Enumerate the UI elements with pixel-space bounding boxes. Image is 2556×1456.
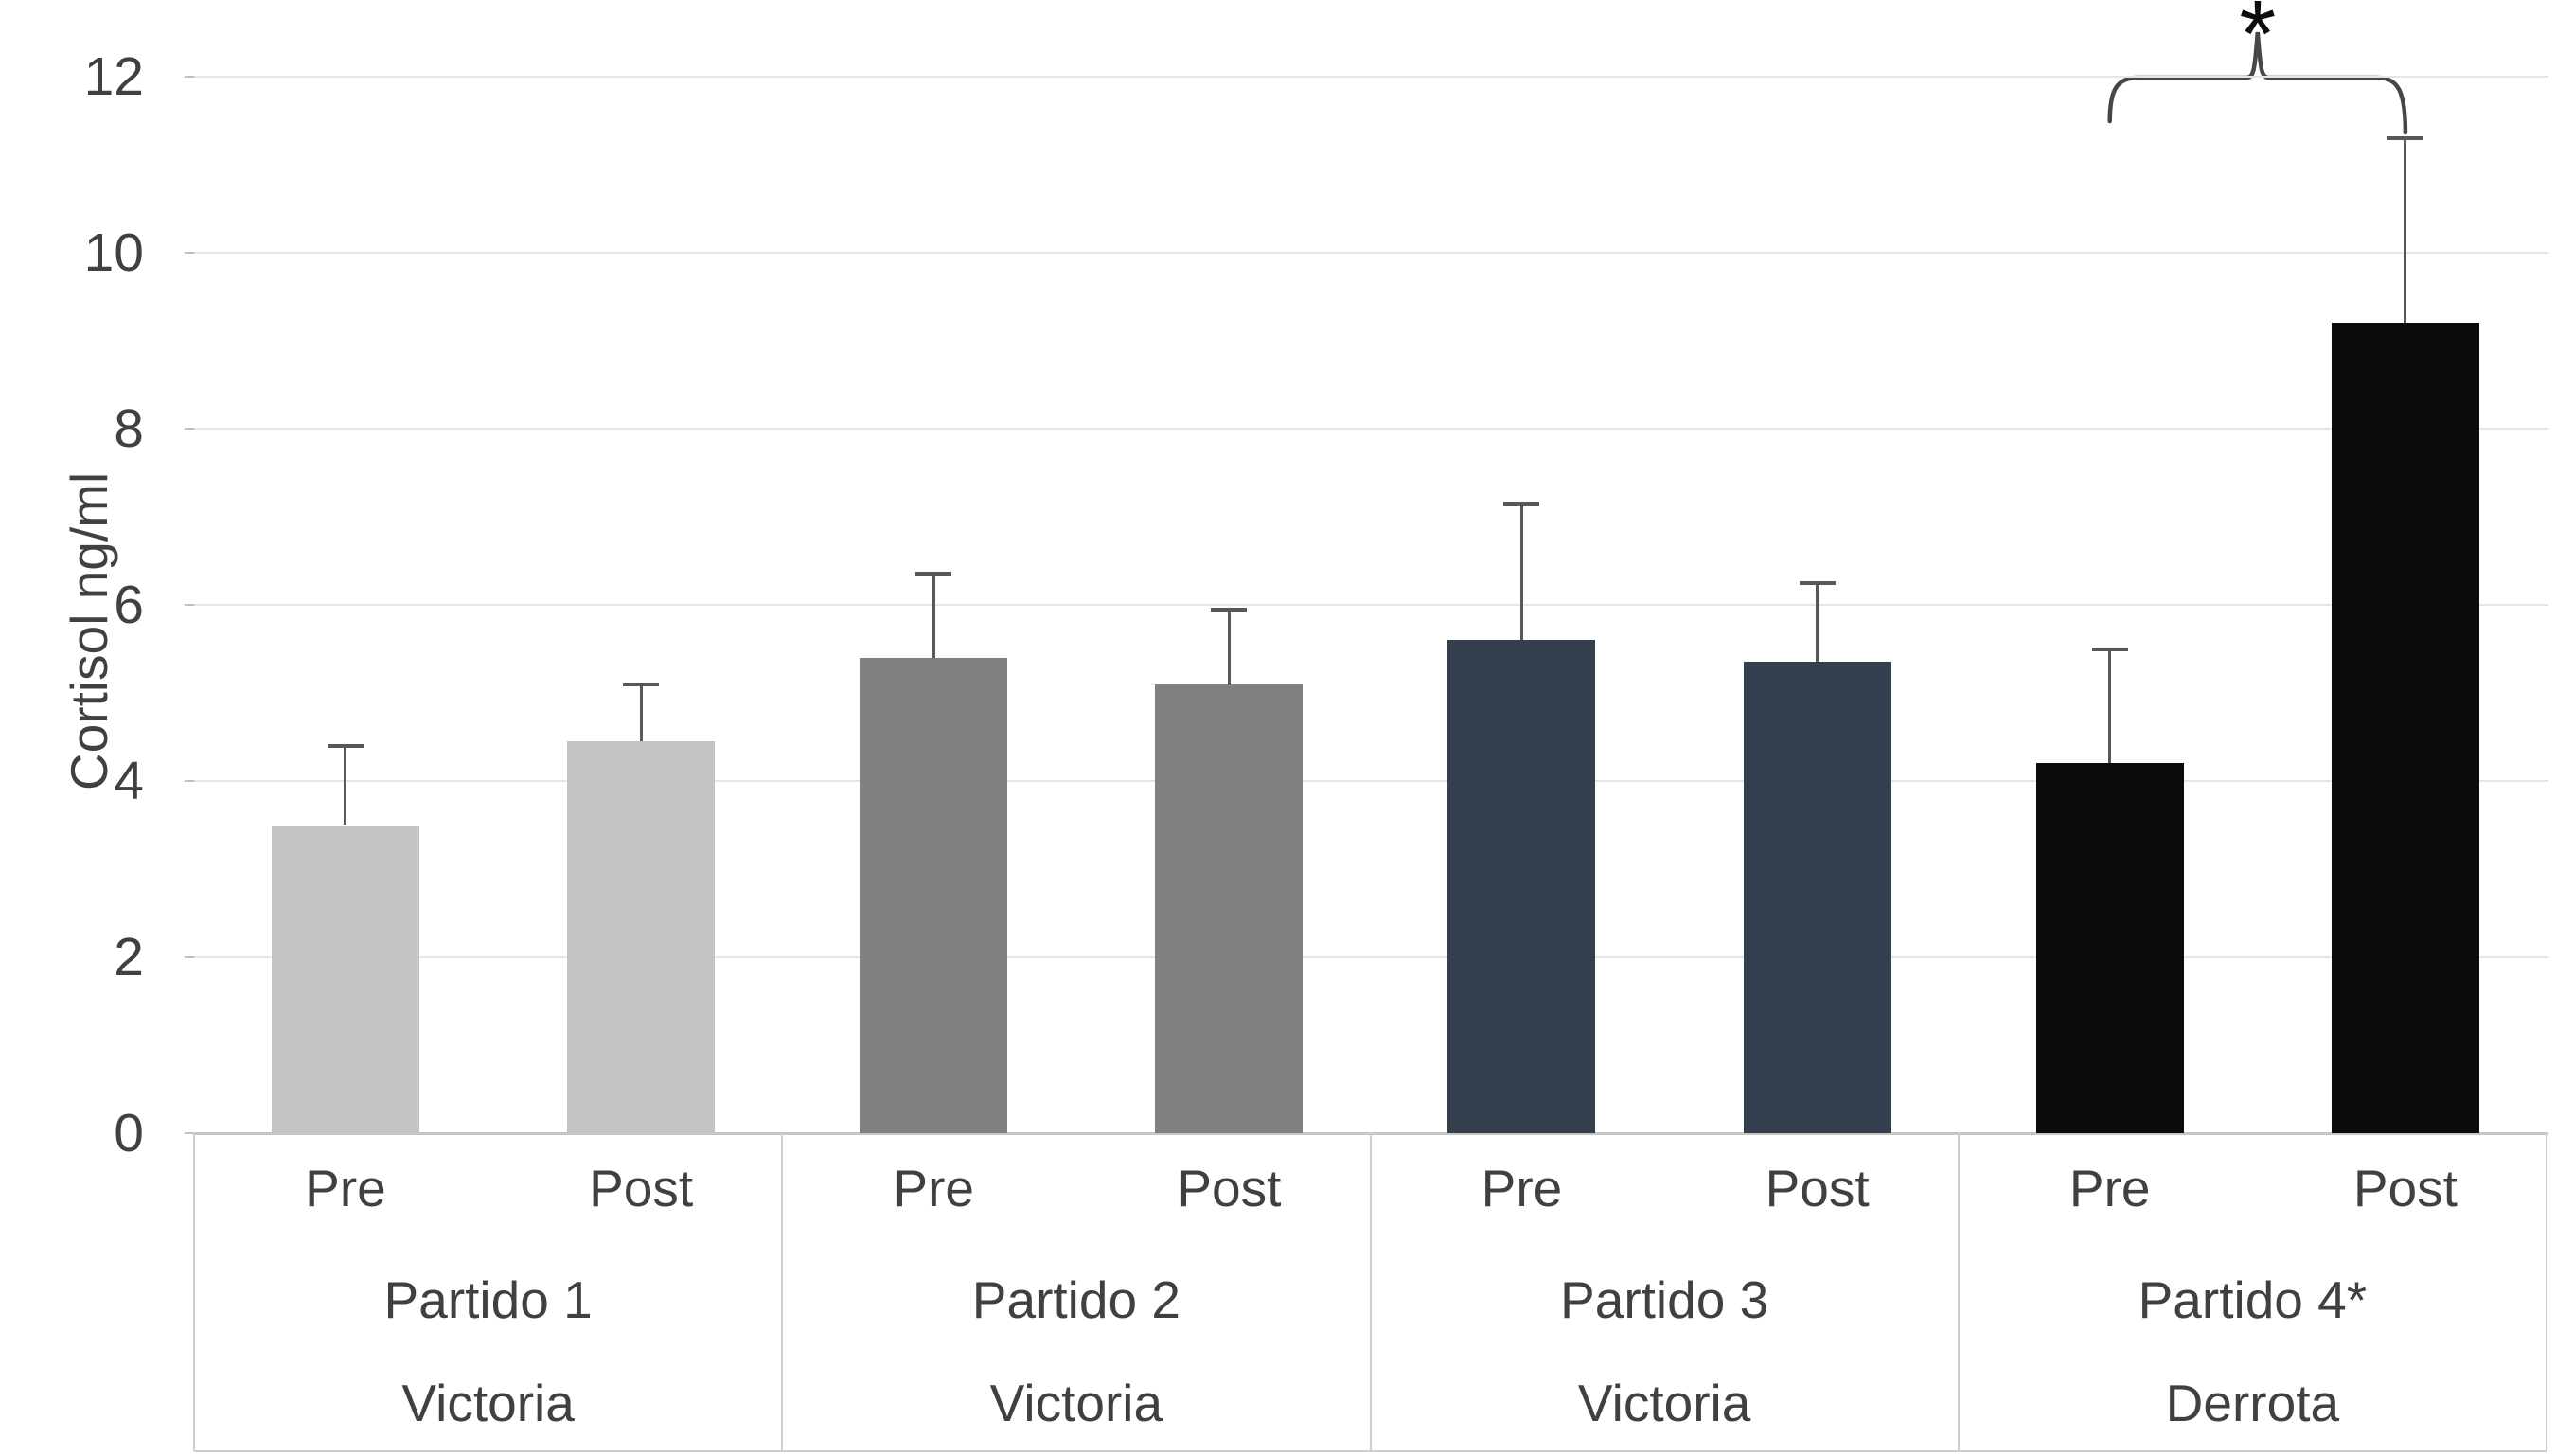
outcome-label: Victoria [989,1374,1163,1432]
y-tick-label-8: 8 [114,399,144,459]
category-table-bottom-border [194,1450,2547,1452]
bar-partido2-post [1155,684,1304,1133]
category-separator [2546,1133,2547,1451]
error-bar-cap [915,572,952,577]
gridline-12 [194,76,2548,78]
y-tick-mark-2 [185,956,194,958]
bar-partido1-post [567,741,716,1133]
outcome-label: Derrota [2165,1374,2340,1432]
match-label: Partido 3 [1560,1270,1769,1329]
condition-label-post: Post [589,1159,694,1217]
error-bar-line [1816,582,1819,663]
error-bar-line [2108,648,2112,764]
y-tick-mark-0 [185,1132,194,1134]
error-bar-cap [1799,580,1836,585]
error-bar-line [344,745,347,826]
error-bar-cap [327,743,364,748]
y-tick-label-0: 0 [114,1103,144,1163]
error-bar-line [2404,138,2407,324]
y-tick-mark-12 [185,76,194,78]
significance-asterisk: * [2239,0,2277,87]
gridline-6 [194,604,2548,606]
x-axis-line [194,1132,2548,1135]
gridline-4 [194,780,2548,782]
condition-label-pre: Pre [1481,1159,1563,1217]
bar-partido3-post [1743,662,1891,1133]
bar-partido4-pre [2035,763,2184,1133]
y-tick-label-12: 12 [83,46,144,107]
error-bar-line [639,684,643,742]
outcome-label: Victoria [1577,1374,1751,1432]
error-bar-cap [2091,647,2128,651]
y-tick-mark-8 [185,428,194,430]
y-tick-label-4: 4 [114,751,144,811]
bar-partido3-pre [1447,640,1596,1133]
category-separator [1369,1133,1372,1451]
error-bar-cap [1211,607,1248,612]
category-separator [193,1133,195,1451]
condition-label-pre: Pre [893,1159,975,1217]
y-tick-mark-4 [185,780,194,782]
y-tick-label-2: 2 [114,927,144,987]
match-label: Partido 1 [383,1270,593,1329]
bar-partido2-pre [860,657,1008,1133]
match-label: Partido 4* [2138,1270,2368,1329]
error-bar-line [1519,504,1523,641]
gridline-10 [194,252,2548,254]
gridline-8 [194,428,2548,430]
bar-partido1-pre [271,825,419,1133]
error-bar-cap [2387,136,2423,141]
outcome-label: Victoria [401,1374,575,1432]
y-tick-mark-10 [185,252,194,254]
condition-label-pre: Pre [305,1159,386,1217]
category-separator [1957,1133,1960,1451]
y-tick-mark-6 [185,604,194,606]
match-label: Partido 2 [971,1270,1180,1329]
error-bar-cap [623,682,660,686]
category-separator [781,1133,784,1451]
y-tick-label-10: 10 [83,222,144,283]
bar-partido4-post [2331,323,2479,1133]
condition-label-post: Post [2352,1159,2458,1217]
y-tick-label-6: 6 [114,575,144,635]
error-bar-cap [1503,502,1540,506]
gridline-2 [194,956,2548,958]
error-bar-line [932,574,935,658]
error-bar-line [1227,609,1231,684]
condition-label-post: Post [1765,1159,1870,1217]
condition-label-pre: Pre [2068,1159,2151,1217]
condition-label-post: Post [1177,1159,1282,1217]
